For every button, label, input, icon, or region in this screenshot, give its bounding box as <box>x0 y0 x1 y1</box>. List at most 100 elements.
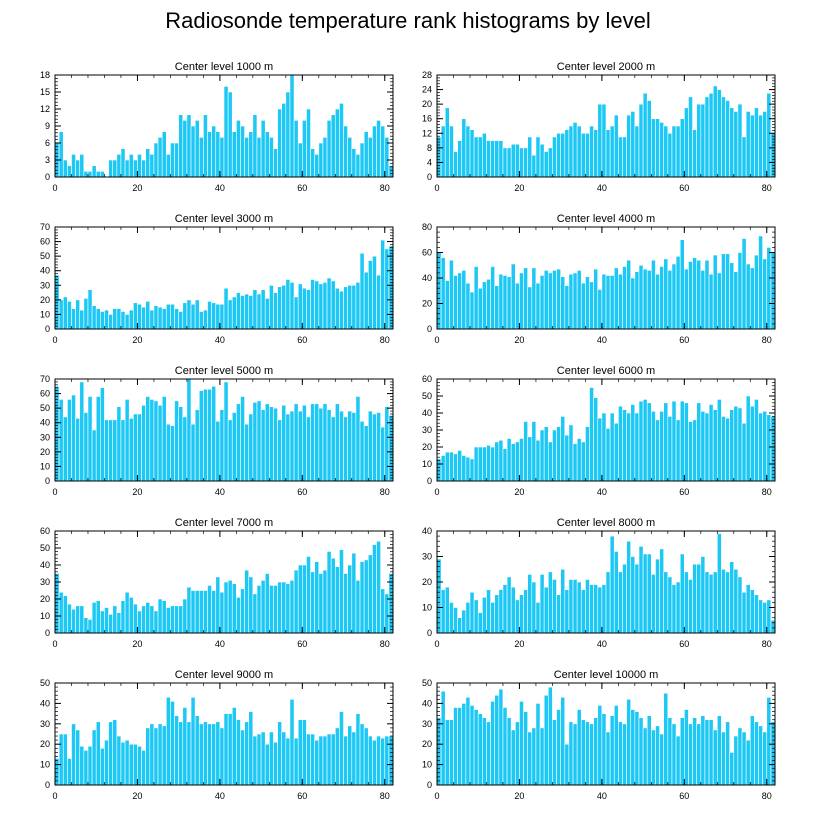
histogram-bar <box>240 588 245 634</box>
histogram-bar <box>749 267 755 330</box>
histogram-bar <box>198 311 204 330</box>
histogram-bar <box>137 745 142 786</box>
histogram-bar <box>482 446 487 482</box>
histogram-bar <box>198 390 204 482</box>
y-tick-label: 60 <box>422 248 432 258</box>
histogram-bar <box>318 142 324 178</box>
histogram-bar <box>326 733 332 786</box>
histogram-bar <box>104 419 109 482</box>
histogram-bar <box>758 412 763 482</box>
histogram-bar <box>58 733 64 786</box>
x-tick-label: 60 <box>297 487 307 497</box>
histogram-bar <box>721 568 726 634</box>
x-tick-label: 20 <box>514 639 524 649</box>
histogram-bar <box>510 729 516 786</box>
histogram-bar <box>75 605 81 634</box>
histogram-bar <box>704 259 710 330</box>
histogram-bar <box>293 737 299 786</box>
histogram-bar <box>659 122 665 178</box>
histogram-bar <box>646 715 652 786</box>
histogram-bar <box>302 120 307 178</box>
histogram-bar <box>79 605 85 634</box>
histogram-bar <box>330 557 336 634</box>
y-tick-label: 60 <box>422 374 432 384</box>
histogram-bar <box>469 291 475 330</box>
histogram-bar <box>486 589 491 634</box>
histogram-bar <box>646 553 652 634</box>
histogram-bar <box>120 741 126 786</box>
histogram-bar <box>609 125 615 178</box>
histogram-bar <box>721 253 726 330</box>
histogram-bar <box>376 540 381 634</box>
panel-title: Center level 10000 m <box>554 669 659 681</box>
histogram-bar <box>692 257 697 330</box>
histogram-bar <box>473 709 479 786</box>
histogram-bar <box>700 103 706 178</box>
histogram-bar <box>215 721 221 786</box>
histogram-bar <box>716 272 722 330</box>
x-tick-label: 20 <box>514 335 524 345</box>
histogram-bar <box>248 711 254 786</box>
x-tick-label: 20 <box>514 791 524 801</box>
histogram-bar <box>737 407 743 482</box>
histogram-bar <box>725 417 730 482</box>
histogram-bar <box>281 404 287 482</box>
plot-frame <box>436 682 776 786</box>
x-tick-label: 60 <box>679 791 689 801</box>
histogram-panel-8: Center level 8000 m 0 20 40 60 80 0 10 20 30 40 <box>422 517 776 649</box>
histogram-bar <box>667 132 673 178</box>
histogram-bar <box>227 299 233 330</box>
histogram-bar <box>494 285 500 330</box>
panel-title: Center level 8000 m <box>557 517 655 529</box>
histogram-bar <box>704 719 710 786</box>
histogram-bar <box>601 584 607 634</box>
histogram-bar <box>762 111 768 178</box>
histogram-bar <box>543 694 549 786</box>
histogram-bar <box>306 733 311 786</box>
histogram-bar <box>198 723 204 786</box>
histogram-bar <box>700 556 706 634</box>
histogram-bar <box>91 602 97 634</box>
histogram-bar <box>498 688 504 786</box>
histogram-bar <box>440 589 446 634</box>
histogram-bar <box>465 125 471 178</box>
histogram-bar <box>580 132 586 178</box>
histogram-bar <box>326 551 332 634</box>
histogram-bar <box>519 594 524 634</box>
histogram-bar <box>252 289 258 330</box>
histogram-bar <box>182 416 188 482</box>
histogram-bar <box>552 719 557 786</box>
histogram-bar <box>194 299 200 330</box>
histogram-bar <box>469 129 475 178</box>
histogram-bar <box>725 721 730 786</box>
histogram-bar <box>622 266 627 330</box>
histogram-bar <box>388 415 394 482</box>
histogram-bar <box>182 707 188 786</box>
histogram-bar <box>597 103 603 178</box>
histogram-bar <box>219 591 225 634</box>
histogram-bar <box>120 419 126 482</box>
histogram-bar <box>692 129 697 178</box>
histogram-bar <box>91 305 97 330</box>
histogram-panel-7: Center level 7000 m 0 20 40 60 80 0 10 20 30 40 50 6… <box>40 517 394 649</box>
histogram-bar <box>240 396 245 482</box>
histogram-bar <box>330 114 336 178</box>
histogram-bar <box>310 571 315 634</box>
histogram-bar <box>326 120 332 178</box>
y-tick-label: 10 <box>40 611 50 621</box>
histogram-bar <box>613 422 619 482</box>
histogram-bar <box>203 590 208 634</box>
histogram-bar <box>231 707 237 786</box>
histogram-bar <box>62 733 68 786</box>
histogram-bar <box>297 719 303 786</box>
histogram-bar <box>663 692 669 786</box>
histogram-bar <box>675 256 681 330</box>
histogram-bar <box>260 289 266 330</box>
histogram-bar <box>174 605 179 634</box>
histogram-bar <box>712 729 718 786</box>
histogram-bar <box>219 727 225 786</box>
histogram-bar <box>273 148 278 178</box>
histogram-bar <box>83 412 89 482</box>
histogram-bar <box>149 605 155 634</box>
histogram-bar <box>482 132 487 178</box>
